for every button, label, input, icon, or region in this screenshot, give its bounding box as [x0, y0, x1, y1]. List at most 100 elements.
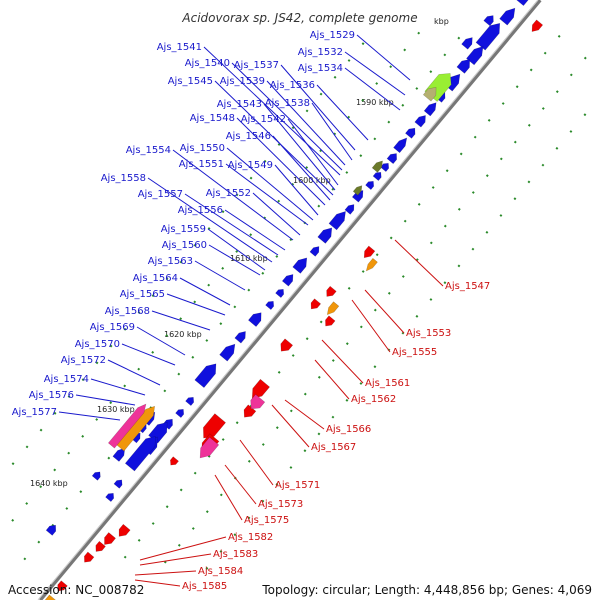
forward-gene-shape [45, 524, 57, 536]
tick-mark [429, 241, 433, 245]
forward-gene [456, 59, 470, 74]
forward-gene-shape [328, 210, 346, 231]
reverse-gene [243, 404, 257, 418]
tick-mark [389, 236, 393, 240]
forward-gene-label-leader [344, 51, 406, 96]
tick-mark [347, 286, 351, 290]
tick-mark [569, 130, 573, 133]
reverse-gene-label: Ajs_1561 [365, 378, 410, 389]
tick-mark [107, 456, 111, 460]
forward-gene [365, 180, 375, 190]
reverse-gene-shape [325, 315, 336, 327]
forward-gene-label: Ajs_1564 [133, 273, 178, 284]
forward-gene-shape [175, 408, 185, 418]
forward-gene-shape [317, 227, 333, 244]
reverse-gene [325, 315, 336, 327]
tick-mark [233, 305, 237, 309]
tick-mark [289, 409, 293, 413]
forward-gene-label-leader [75, 394, 136, 406]
tick-mark [319, 320, 323, 324]
tick-mark [485, 174, 489, 178]
tick-mark [191, 355, 195, 359]
reverse-gene-shape [118, 523, 131, 537]
tick-mark [221, 210, 225, 214]
forward-gene-label-leader [272, 135, 331, 201]
reverse-gene-label: Ajs_1571 [275, 480, 320, 491]
forward-gene-label: Ajs_1557 [138, 189, 183, 200]
forward-gene [175, 408, 185, 418]
forward-gene-label: Ajs_1545 [168, 76, 213, 87]
tick-mark [247, 516, 251, 520]
forward-gene [423, 102, 437, 117]
tick-mark [219, 322, 223, 326]
tick-mark [261, 271, 265, 275]
tick-mark [305, 109, 309, 113]
reverse-gene-shape [95, 540, 106, 552]
forward-gene-label: Ajs_1540 [185, 58, 230, 69]
tick-mark [233, 533, 237, 537]
kbp-label: 1620 kbp [164, 330, 202, 339]
reverse-gene-shape [104, 532, 116, 545]
forward-gene [466, 45, 484, 66]
tick-mark [79, 490, 83, 494]
tick-mark [317, 204, 321, 208]
tick-mark [359, 382, 363, 385]
tick-mark [235, 193, 239, 197]
tick-mark [207, 283, 211, 287]
tick-mark [205, 566, 209, 570]
forward-gene-label: Ajs_1532 [298, 47, 343, 58]
forward-gene-shape [423, 102, 437, 117]
forward-gene [405, 127, 416, 139]
gene-labels: Ajs_1529 Ajs_1532 Ajs_1534 Ajs_1536 Ajs_1537… [12, 30, 491, 592]
forward-gene [105, 492, 115, 502]
forward-gene-shape [194, 363, 217, 388]
tick-mark [277, 199, 281, 203]
tick-mark [219, 550, 223, 553]
tick-mark [459, 152, 463, 156]
forward-gene-label-leader [136, 326, 186, 356]
forward-gene-label: Ajs_1568 [105, 306, 150, 317]
tick-mark [361, 42, 365, 46]
tick-mark [443, 281, 447, 285]
forward-gene-label: Ajs_1542 [241, 114, 286, 125]
forward-gene-shape [380, 162, 390, 172]
rna-gene-shape [365, 257, 378, 272]
forward-gene-label: Ajs_1565 [120, 289, 165, 300]
tick-mark [501, 102, 505, 105]
forward-gene [414, 115, 426, 128]
reverse-gene-label: Ajs_1573 [258, 499, 303, 510]
forward-gene-shape [372, 171, 382, 181]
tick-mark [207, 454, 211, 458]
tick-mark [95, 418, 99, 421]
tick-mark [417, 202, 421, 206]
forward-gene [248, 312, 262, 327]
reverse-gene-label: Ajs_1583 [213, 549, 258, 560]
tick-mark [163, 560, 167, 564]
reverse-gene-label-leader [271, 404, 310, 448]
misc-feature-shape [352, 185, 363, 196]
forward-gene [185, 396, 195, 406]
forward-gene-label-leader [252, 192, 301, 236]
forward-gene-shape [393, 137, 408, 154]
tick-mark [177, 372, 181, 376]
forward-gene-label: Ajs_1534 [298, 63, 343, 74]
tick-mark [401, 275, 405, 278]
forward-gene-label-leader [316, 84, 369, 141]
tick-mark [347, 59, 351, 62]
tick-mark [219, 493, 223, 497]
tick-mark [415, 258, 419, 262]
tick-mark [247, 288, 251, 292]
reverse-gene [310, 298, 322, 310]
forward-gene-label: Ajs_1539 [220, 76, 265, 87]
kbp-label: kbp [434, 17, 449, 26]
rna-gene-shape [44, 594, 56, 600]
tick-mark [261, 443, 265, 446]
reverse-gene-label: Ajs_1575 [244, 515, 289, 526]
forward-gene-label-leader [231, 62, 343, 171]
reverse-gene [84, 551, 95, 563]
forward-gene [45, 524, 57, 536]
tick-mark [123, 555, 127, 559]
forward-gene-label: Ajs_1577 [12, 407, 57, 418]
tick-mark [39, 428, 43, 432]
